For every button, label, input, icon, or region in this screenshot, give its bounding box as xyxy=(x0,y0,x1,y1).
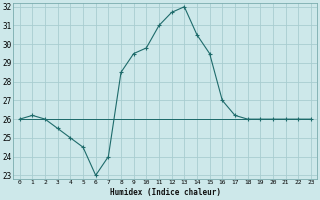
X-axis label: Humidex (Indice chaleur): Humidex (Indice chaleur) xyxy=(110,188,221,197)
